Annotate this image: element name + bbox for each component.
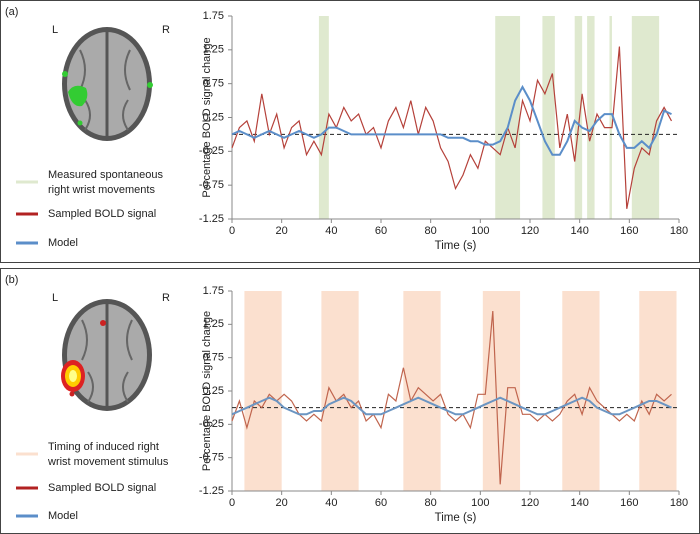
x-tick-label: 60	[375, 497, 387, 509]
y-tick-label: 1.25	[203, 44, 224, 56]
shaded-interval	[482, 291, 521, 491]
shaded-interval	[574, 16, 583, 219]
brain-image	[61, 299, 152, 411]
x-tick-label: 100	[471, 497, 489, 509]
x-tick-label: 60	[375, 225, 387, 237]
y-tick-label: -0.25	[199, 418, 224, 430]
x-tick-label: 180	[670, 225, 688, 237]
shaded-interval	[542, 16, 555, 219]
x-tick-label: 40	[325, 225, 337, 237]
y-tick-label: 0.25	[203, 111, 224, 123]
x-tick-label: 180	[670, 497, 688, 509]
x-tick-label: 160	[620, 497, 638, 509]
legend-label: Sampled BOLD signal	[48, 208, 156, 220]
series-line	[231, 310, 672, 485]
hemisphere-label: R	[162, 292, 170, 304]
shaded-interval	[318, 16, 329, 219]
x-tick-label: 40	[325, 497, 337, 509]
hemisphere-label: R	[162, 24, 170, 36]
y-tick-label: 0.25	[203, 385, 224, 397]
x-tick-label: 20	[276, 225, 288, 237]
panel-label: (b)	[5, 274, 18, 286]
brain-image	[62, 27, 153, 141]
x-tick-label: 0	[229, 497, 235, 509]
x-tick-label: 80	[425, 225, 437, 237]
y-tick-label: 1.25	[203, 318, 224, 330]
y-tick-label: -0.75	[199, 179, 224, 191]
hemisphere-label: L	[52, 292, 58, 304]
legend-label: Model	[48, 237, 78, 249]
x-tick-label: 140	[570, 225, 588, 237]
hemisphere-label: L	[52, 24, 58, 36]
x-tick-label: 0	[229, 225, 235, 237]
x-tick-label: 120	[521, 497, 539, 509]
x-tick-label: 160	[620, 225, 638, 237]
y-tick-label: -1.25	[199, 213, 224, 225]
shaded-interval	[609, 16, 612, 219]
legend-label: Model	[48, 510, 78, 522]
y-axis-label: Percentage BOLD signal change	[201, 37, 213, 197]
shaded-interval	[587, 16, 595, 219]
legend-label: Timing of induced right	[48, 441, 159, 453]
x-tick-label: 80	[425, 497, 437, 509]
shaded-interval	[244, 291, 282, 491]
legend-label: Measured spontaneous	[48, 169, 163, 181]
charts: (a) L R -1.25 -0.75 -0.25 0.25 0.75 1.25 1.75 0 20 4…	[5, 6, 688, 524]
x-tick-label: 140	[570, 497, 588, 509]
x-axis-label: Time (s)	[435, 512, 477, 524]
shaded-interval	[639, 291, 677, 491]
shaded-interval	[321, 291, 359, 491]
y-tick-label: 0.75	[203, 78, 224, 90]
x-tick-label: 20	[276, 497, 288, 509]
series-line	[231, 46, 673, 209]
panel-label: (a)	[5, 6, 18, 18]
x-axis-label: Time (s)	[435, 240, 477, 252]
y-axis-label: Percentage BOLD signal change	[201, 311, 213, 471]
shaded-interval	[631, 16, 660, 219]
y-tick-label: -0.25	[199, 145, 224, 157]
series-line	[231, 84, 672, 156]
legend-label: wrist movement stimulus	[47, 456, 169, 468]
shaded-interval	[562, 291, 600, 491]
y-tick-label: -0.75	[199, 452, 224, 464]
y-tick-label: 1.75	[203, 285, 224, 297]
legend-label: right wrist movements	[48, 184, 155, 196]
legend-label: Sampled BOLD signal	[48, 482, 156, 494]
series-line	[231, 396, 672, 416]
y-tick-label: 1.75	[203, 10, 224, 22]
y-tick-label: 0.75	[203, 352, 224, 364]
x-tick-label: 100	[471, 225, 489, 237]
x-tick-label: 120	[521, 225, 539, 237]
shaded-interval	[495, 16, 521, 219]
y-tick-label: -1.25	[199, 485, 224, 497]
